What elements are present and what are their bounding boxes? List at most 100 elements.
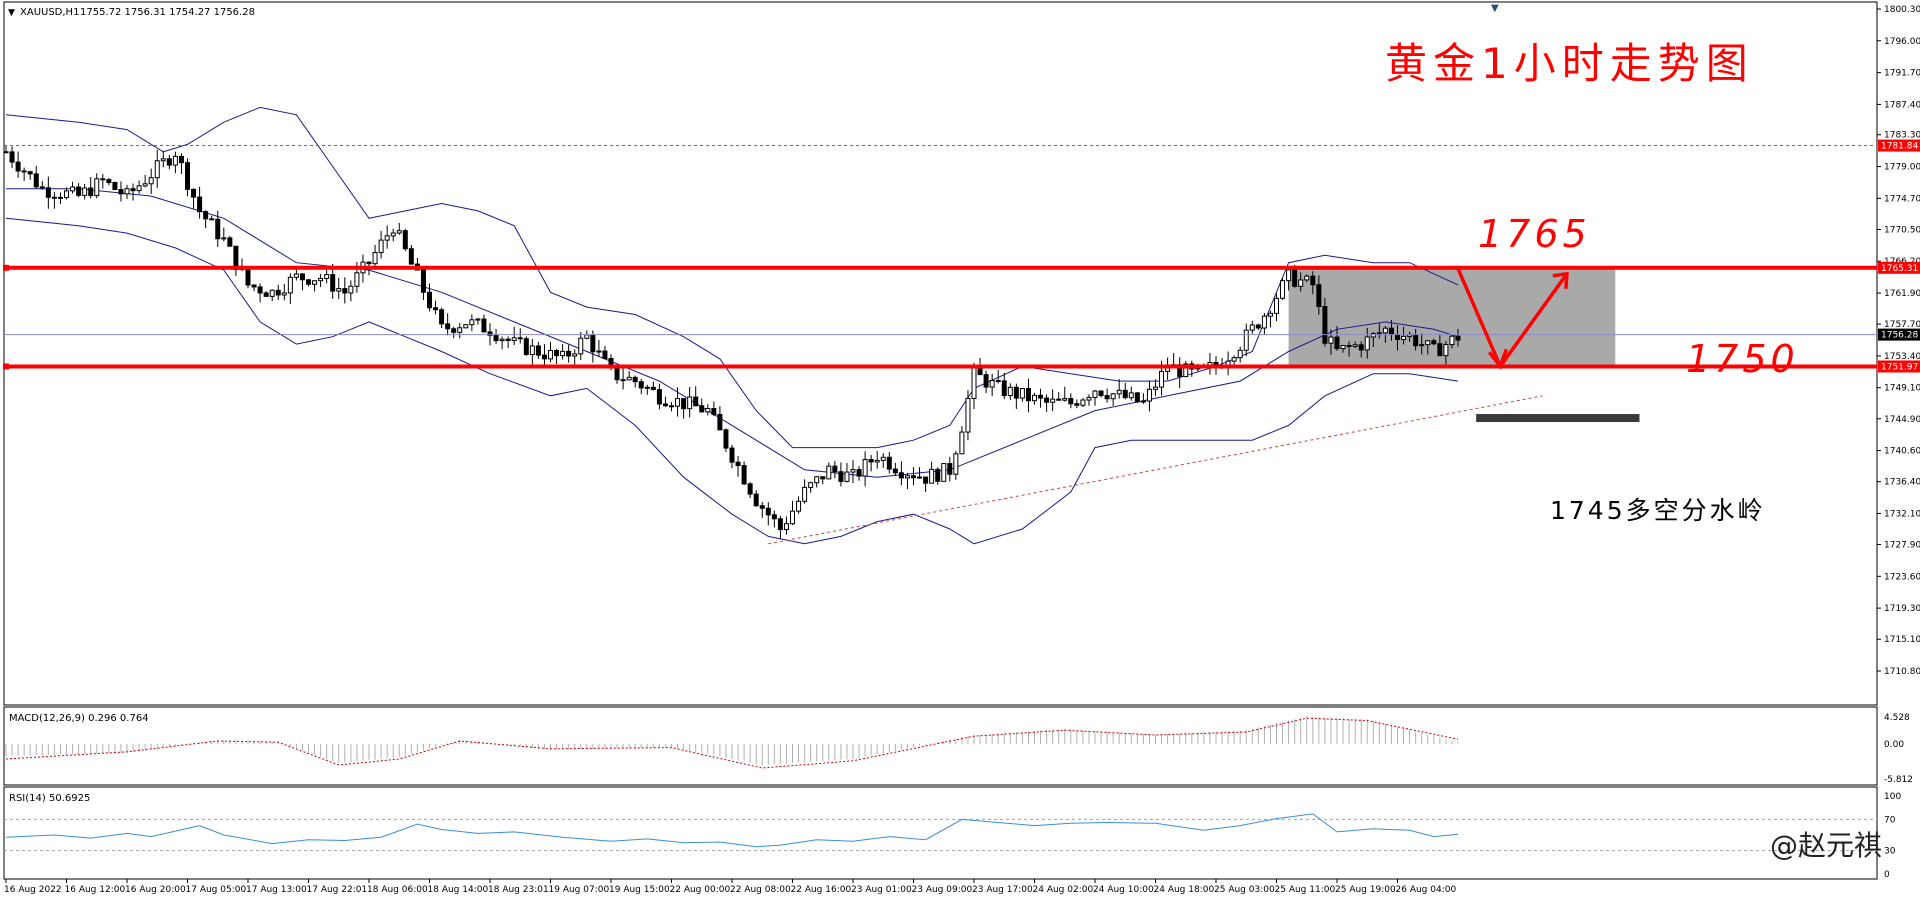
candle-body — [965, 398, 971, 433]
y-tick-label: 1723.60 — [1884, 572, 1920, 582]
candle-body — [1401, 335, 1407, 340]
candle-body — [560, 350, 566, 357]
candle-body — [535, 345, 541, 356]
candle-body — [1376, 332, 1382, 335]
candle-body — [1104, 395, 1110, 400]
candle-body — [154, 160, 160, 179]
candle-body — [245, 267, 251, 286]
x-tick-label: 23 Aug 17:00 — [972, 885, 1033, 895]
candle-body — [269, 289, 275, 297]
candle-body — [693, 396, 699, 407]
candle-body — [124, 188, 130, 195]
x-tick-label: 18 Aug 23:01 — [488, 885, 549, 895]
candle-body — [293, 273, 299, 278]
candle-body — [408, 248, 414, 265]
candle-body — [814, 476, 820, 484]
candle-body — [790, 510, 795, 525]
candle-body — [566, 350, 572, 357]
rsi-tick-label: 30 — [1884, 847, 1896, 857]
candle-body — [378, 239, 384, 254]
candle-body — [281, 292, 287, 296]
x-tick-label: 18 Aug 06:00 — [367, 885, 428, 895]
x-tick-label: 17 Aug 22:01 — [307, 885, 368, 895]
x-tick-label: 26 Aug 04:00 — [1396, 885, 1457, 895]
candle-body — [106, 179, 112, 184]
candle-body — [1449, 335, 1455, 346]
candle-body — [898, 472, 904, 479]
y-tick-label: 1740.60 — [1884, 447, 1920, 457]
macd-tick-label: 0.00 — [1884, 740, 1904, 750]
candle-body — [33, 173, 39, 188]
candle-body — [469, 319, 475, 326]
candle-body — [886, 456, 892, 470]
candle-body — [941, 463, 947, 482]
candle-body — [1292, 269, 1298, 287]
candle-body — [1146, 388, 1152, 402]
candle-body — [1346, 344, 1352, 347]
x-tick-label: 25 Aug 11:00 — [1275, 885, 1336, 895]
candle-body — [203, 211, 209, 220]
candle-body — [783, 523, 789, 531]
x-tick-label: 22 Aug 08:00 — [730, 885, 791, 895]
support-line-handle[interactable] — [3, 363, 9, 370]
candle-body — [1249, 324, 1255, 331]
candle-body — [312, 280, 318, 285]
candle-body — [796, 500, 802, 512]
scroll-marker-icon[interactable]: ▼ — [1491, 3, 1499, 14]
candle-body — [390, 232, 396, 237]
candle-body — [1140, 400, 1146, 403]
candle-body — [227, 237, 233, 247]
candle-body — [427, 291, 432, 309]
candle-body — [1098, 390, 1104, 397]
candle-body — [348, 285, 354, 294]
price-label-support-box — [1878, 360, 1920, 373]
x-tick-label: 24 Aug 10:00 — [1093, 885, 1154, 895]
y-tick-label: 1796.00 — [1884, 37, 1920, 47]
candle-body — [529, 345, 535, 356]
candle-body — [669, 405, 674, 408]
rsi-title: RSI(14) 50.6925 — [9, 793, 90, 804]
candle-body — [275, 289, 281, 296]
candle-body — [1395, 334, 1400, 340]
candle-body — [578, 337, 584, 355]
candle-body — [191, 188, 197, 198]
candle-body — [1068, 398, 1074, 405]
candle-body — [148, 177, 154, 185]
candle-body — [771, 514, 777, 520]
candle-body — [1080, 399, 1086, 406]
candle-body — [1159, 370, 1165, 388]
candle-body — [511, 337, 517, 341]
candle-body — [9, 151, 15, 163]
candle-body — [88, 187, 94, 197]
candle-body — [517, 337, 523, 340]
candle-body — [1243, 329, 1249, 351]
candle-body — [324, 274, 330, 279]
candle-body — [342, 288, 348, 294]
candle-body — [372, 252, 378, 265]
pivot-bar — [1476, 414, 1640, 423]
resistance-line-handle[interactable] — [3, 264, 9, 271]
candle-body — [1388, 327, 1394, 336]
candle-body — [336, 288, 342, 292]
candle-body — [493, 334, 499, 342]
candle-body — [971, 365, 977, 400]
candle-body — [1074, 403, 1080, 406]
candle-body — [1025, 388, 1031, 402]
candle-body — [880, 456, 886, 461]
collapse-arrow-icon[interactable]: ▼ — [8, 8, 15, 18]
candle-body — [632, 376, 638, 383]
x-tick-label: 25 Aug 19:00 — [1335, 885, 1396, 895]
candle-body — [862, 459, 868, 477]
candle-body — [699, 405, 705, 413]
candle-body — [904, 475, 910, 479]
candle-body — [1431, 340, 1437, 345]
price-label-high_line-box — [1878, 139, 1920, 152]
candle-body — [832, 465, 838, 473]
candle-body — [953, 453, 959, 475]
candle-body — [844, 471, 850, 482]
candle-body — [1013, 386, 1019, 399]
y-tick-label: 1736.40 — [1884, 478, 1920, 488]
candle-body — [868, 459, 874, 463]
candle-body — [656, 389, 662, 405]
candle-body — [396, 230, 402, 234]
